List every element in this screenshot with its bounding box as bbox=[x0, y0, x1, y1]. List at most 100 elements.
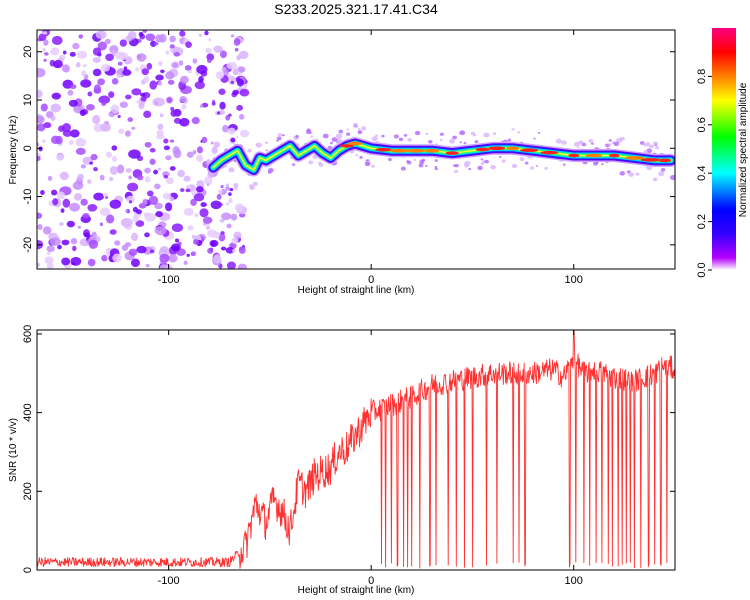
noise-blob bbox=[215, 71, 225, 80]
noise-blob bbox=[216, 193, 222, 200]
speckle-blob bbox=[255, 142, 262, 148]
noise-blob bbox=[204, 30, 209, 36]
noise-blob bbox=[98, 95, 111, 104]
signal-hotspot bbox=[585, 153, 603, 158]
speckle-blob bbox=[381, 134, 385, 138]
noise-blob bbox=[220, 246, 227, 251]
noise-blob bbox=[170, 109, 177, 117]
noise-blob bbox=[233, 182, 239, 189]
speckle-blob bbox=[578, 140, 584, 145]
noise-blob bbox=[144, 176, 151, 183]
noise-blob bbox=[116, 74, 122, 79]
y-tick-label: -20 bbox=[22, 237, 34, 253]
speckle-blob bbox=[318, 161, 322, 165]
noise-blob bbox=[169, 35, 176, 43]
speckle-blob bbox=[224, 165, 228, 168]
speckle-blob bbox=[371, 136, 378, 142]
noise-blob bbox=[88, 239, 99, 249]
noise-blob bbox=[233, 38, 241, 46]
y-tick-label: 0 bbox=[22, 567, 34, 573]
signal-hotspot bbox=[540, 150, 559, 155]
noise-blob bbox=[37, 142, 40, 147]
noise-blob bbox=[136, 174, 144, 181]
speckle-blob bbox=[588, 139, 594, 143]
speckle-blob bbox=[484, 159, 489, 164]
noise-blob bbox=[196, 146, 204, 154]
noise-blob bbox=[93, 192, 105, 201]
noise-blob bbox=[119, 101, 128, 108]
noise-blob bbox=[136, 100, 141, 104]
noise-blob bbox=[177, 169, 185, 178]
speckle-blob bbox=[419, 160, 425, 165]
noise-blob bbox=[194, 81, 205, 90]
x-tick-label: 100 bbox=[565, 575, 583, 587]
snr-line bbox=[37, 330, 675, 569]
noise-blob bbox=[83, 232, 90, 238]
noise-blob bbox=[230, 34, 235, 38]
speckle-blob bbox=[459, 141, 462, 144]
signal-hotspot bbox=[406, 148, 425, 153]
speckle-blob bbox=[577, 146, 580, 149]
speckle-blob bbox=[533, 137, 536, 140]
noise-blob bbox=[56, 153, 65, 161]
noise-blob bbox=[105, 214, 115, 224]
noise-blob bbox=[69, 84, 77, 90]
noise-blob bbox=[59, 171, 69, 181]
noise-blob bbox=[82, 64, 87, 68]
noise-blob bbox=[50, 103, 62, 113]
noise-blob bbox=[239, 129, 250, 138]
noise-blob bbox=[42, 48, 46, 52]
noise-blob bbox=[53, 60, 63, 69]
noise-blob bbox=[123, 66, 128, 71]
noise-blob bbox=[154, 226, 167, 236]
noise-blob bbox=[234, 187, 238, 191]
speckle-blob bbox=[335, 133, 343, 139]
noise-blob bbox=[173, 52, 180, 57]
noise-blob bbox=[225, 247, 235, 254]
noise-blob bbox=[131, 232, 139, 242]
noise-blob bbox=[207, 247, 214, 254]
speckle-blob bbox=[338, 129, 344, 134]
noise-blob bbox=[93, 166, 98, 172]
noise-blob bbox=[92, 68, 102, 77]
colorbar-tick-label: 0.8 bbox=[696, 69, 708, 84]
noise-blob bbox=[146, 62, 153, 70]
noise-blob bbox=[44, 256, 54, 265]
y-tick-label: 10 bbox=[22, 94, 34, 106]
speckle-blob bbox=[449, 138, 456, 144]
speckle-blob bbox=[276, 139, 279, 142]
noise-blob bbox=[236, 104, 244, 111]
noise-blob bbox=[101, 254, 108, 262]
noise-blob bbox=[89, 161, 93, 165]
noise-blob bbox=[143, 76, 150, 83]
colorbar-tick-label: 0.6 bbox=[696, 117, 708, 132]
speckle-blob bbox=[277, 133, 282, 137]
noise-blob bbox=[191, 116, 200, 125]
noise-blob bbox=[219, 101, 226, 110]
noise-blob bbox=[218, 88, 226, 95]
noise-blob bbox=[169, 139, 175, 143]
noise-blob bbox=[192, 150, 197, 155]
noise-blob bbox=[136, 245, 147, 254]
speckle-blob bbox=[439, 138, 443, 141]
noise-blob bbox=[144, 167, 151, 174]
chart-title: S233.2025.321.17.41.C34 bbox=[274, 1, 438, 17]
noise-blob bbox=[97, 41, 107, 51]
noise-blob bbox=[228, 192, 232, 196]
speckle-blob bbox=[619, 171, 626, 176]
speckle-blob bbox=[310, 135, 314, 138]
noise-blob bbox=[100, 123, 111, 132]
speckle-blob bbox=[544, 166, 548, 170]
signal-hotspot bbox=[347, 141, 363, 146]
speckle-blob bbox=[470, 131, 476, 136]
noise-blob bbox=[57, 244, 62, 250]
noise-blob bbox=[218, 263, 223, 269]
noise-blob bbox=[76, 50, 88, 59]
speckle-blob bbox=[608, 143, 612, 146]
noise-blob bbox=[138, 31, 144, 37]
noise-blob bbox=[42, 226, 52, 235]
noise-blob bbox=[80, 79, 92, 88]
speckle-blob bbox=[281, 134, 285, 137]
speckle-blob bbox=[249, 184, 254, 188]
noise-blob bbox=[87, 179, 92, 184]
